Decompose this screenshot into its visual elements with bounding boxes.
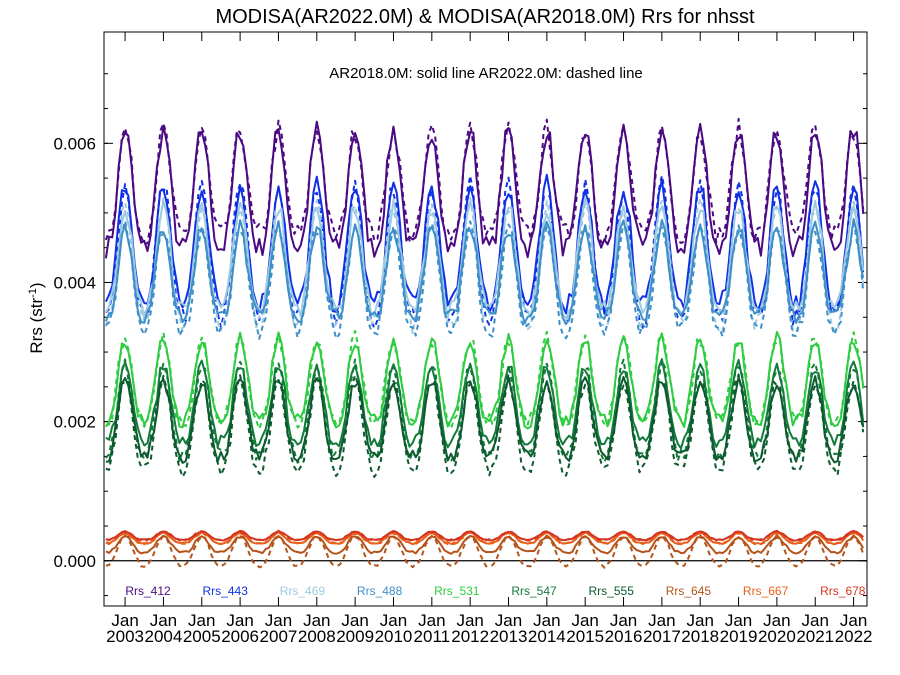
x-tick-year: 2009 xyxy=(336,627,374,646)
x-tick-month: Jan xyxy=(150,611,177,630)
x-tick-month: Jan xyxy=(303,611,330,630)
x-tick-year: 2010 xyxy=(375,627,413,646)
x-tick-year: 2008 xyxy=(298,627,336,646)
x-tick-year: 2020 xyxy=(758,627,796,646)
x-tick-month: Jan xyxy=(571,611,598,630)
y-tick-label: 0.002 xyxy=(53,413,96,432)
x-tick-month: Jan xyxy=(802,611,829,630)
x-tick-year: 2013 xyxy=(490,627,528,646)
x-tick-year: 2021 xyxy=(796,627,834,646)
chart-title: MODISA(AR2022.0M) & MODISA(AR2018.0M) Rr… xyxy=(215,6,754,28)
x-tick-month: Jan xyxy=(533,611,560,630)
x-tick-year: 2012 xyxy=(451,627,489,646)
legend: Rrs_412 Rrs_443 Rrs_469 Rrs_488 Rrs_531 Rrs_5… xyxy=(125,584,865,598)
x-tick-year: 2004 xyxy=(145,627,183,646)
x-tick-month: Jan xyxy=(341,611,368,630)
x-tick-month: Jan xyxy=(763,611,790,630)
x-tick-month: Jan xyxy=(380,611,407,630)
x-tick-year: 2011 xyxy=(414,627,451,646)
x-tick-year: 2015 xyxy=(566,627,604,646)
series-Rrs_555-solid xyxy=(105,375,865,464)
x-tick-month: Jan xyxy=(456,611,483,630)
x-tick-year: 2022 xyxy=(835,627,873,646)
x-tick-year: 2006 xyxy=(221,627,259,646)
series-Rrs_488-dashed xyxy=(105,218,865,340)
x-tick-month: Jan xyxy=(226,611,253,630)
y-axis-label: Rrs (str-1) xyxy=(27,282,46,353)
legend-item: Rrs_412 xyxy=(125,584,171,598)
series-Rrs_678-dashed xyxy=(105,529,864,542)
x-tick-month: Jan xyxy=(648,611,675,630)
x-tick-month: Jan xyxy=(840,611,867,630)
series-Rrs_412-solid xyxy=(104,120,865,259)
x-tick-year: 2016 xyxy=(605,627,643,646)
x-tick-year: 2018 xyxy=(681,627,719,646)
chart-subtitle: AR2018.0M: solid line AR2022.0M: dashed … xyxy=(329,65,643,82)
y-tick-label: 0.006 xyxy=(53,134,96,153)
legend-item: Rrs_488 xyxy=(357,584,403,598)
series-Rrs_531-solid xyxy=(105,330,865,430)
x-tick-month: Jan xyxy=(111,611,138,630)
legend-item: Rrs_469 xyxy=(280,584,326,598)
legend-item: Rrs_443 xyxy=(203,584,249,598)
legend-item: Rrs_645 xyxy=(666,584,712,598)
series-Rrs_645-dashed xyxy=(105,534,865,569)
x-tick-month: Jan xyxy=(418,611,445,630)
y-tick-label: 0.004 xyxy=(53,273,96,292)
x-tick-year: 2007 xyxy=(260,627,298,646)
x-tick-month: Jan xyxy=(188,611,215,630)
y-tick-label: 0.000 xyxy=(53,552,96,571)
legend-item: Rrs_555 xyxy=(589,584,635,598)
legend-item: Rrs_678 xyxy=(820,584,866,598)
series-Rrs_555-dashed xyxy=(105,373,865,478)
legend-item: Rrs_547 xyxy=(511,584,557,598)
legend-item: Rrs_531 xyxy=(434,584,480,598)
x-tick-year: 2014 xyxy=(528,627,566,646)
x-tick-month: Jan xyxy=(725,611,752,630)
x-tick-month: Jan xyxy=(610,611,637,630)
x-tick-month: Jan xyxy=(687,611,714,630)
x-tick-year: 2017 xyxy=(643,627,681,646)
x-tick-year: 2019 xyxy=(720,627,758,646)
series-lines xyxy=(104,117,865,569)
x-axis: Jan2003Jan2004Jan2005Jan2006Jan2007Jan20… xyxy=(106,32,872,646)
x-tick-year: 2003 xyxy=(106,627,144,646)
x-tick-month: Jan xyxy=(495,611,522,630)
x-tick-year: 2005 xyxy=(183,627,221,646)
plot-frame xyxy=(103,31,868,607)
series-Rrs_469-dashed xyxy=(104,197,865,335)
series-Rrs_667-dashed xyxy=(105,531,864,546)
series-Rrs_531-dashed xyxy=(105,330,865,430)
y-axis: 0.000 0.002 0.004 0.006 xyxy=(53,73,867,597)
series-Rrs_469-solid xyxy=(105,196,865,320)
legend-item: Rrs_667 xyxy=(743,584,789,598)
series-Rrs_412-dashed xyxy=(104,117,865,246)
x-tick-month: Jan xyxy=(265,611,292,630)
